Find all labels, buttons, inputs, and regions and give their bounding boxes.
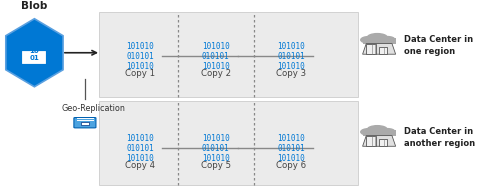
Text: 010101: 010101 bbox=[126, 52, 153, 61]
Text: 101010: 101010 bbox=[277, 62, 305, 71]
FancyBboxPatch shape bbox=[365, 136, 376, 146]
Circle shape bbox=[360, 129, 377, 135]
Text: 101010: 101010 bbox=[126, 42, 153, 51]
Text: 010101: 010101 bbox=[126, 144, 153, 153]
Polygon shape bbox=[362, 136, 395, 146]
Text: 101010: 101010 bbox=[201, 42, 229, 51]
FancyBboxPatch shape bbox=[378, 139, 387, 146]
Text: 101010: 101010 bbox=[201, 134, 229, 143]
Text: 101010: 101010 bbox=[277, 42, 305, 51]
FancyBboxPatch shape bbox=[362, 38, 395, 43]
Text: 010101: 010101 bbox=[201, 144, 229, 153]
Text: Blob: Blob bbox=[21, 1, 47, 11]
Text: 101010: 101010 bbox=[126, 62, 153, 71]
Text: 010101: 010101 bbox=[277, 144, 305, 153]
Text: 101010: 101010 bbox=[277, 154, 305, 163]
Text: 010101: 010101 bbox=[277, 52, 305, 61]
FancyBboxPatch shape bbox=[21, 51, 45, 63]
Circle shape bbox=[366, 34, 387, 42]
Text: 10: 10 bbox=[30, 48, 39, 54]
FancyBboxPatch shape bbox=[362, 130, 395, 136]
Text: 010101: 010101 bbox=[201, 52, 229, 61]
Circle shape bbox=[379, 36, 394, 43]
Polygon shape bbox=[362, 43, 395, 54]
Text: Geo-Replication: Geo-Replication bbox=[62, 104, 125, 113]
Text: Copy 1: Copy 1 bbox=[125, 69, 155, 78]
Text: 01: 01 bbox=[30, 55, 39, 61]
Circle shape bbox=[379, 129, 394, 135]
Text: 101010: 101010 bbox=[126, 154, 153, 163]
Text: Copy 3: Copy 3 bbox=[276, 69, 306, 78]
Text: Copy 5: Copy 5 bbox=[200, 161, 230, 170]
FancyBboxPatch shape bbox=[74, 118, 96, 128]
Text: Data Center in
one region: Data Center in one region bbox=[403, 35, 472, 56]
Text: 101010: 101010 bbox=[201, 62, 229, 71]
FancyBboxPatch shape bbox=[81, 122, 89, 125]
FancyBboxPatch shape bbox=[378, 47, 387, 54]
FancyBboxPatch shape bbox=[365, 43, 376, 54]
Text: Copy 6: Copy 6 bbox=[276, 161, 306, 170]
Text: 101010: 101010 bbox=[201, 154, 229, 163]
Circle shape bbox=[360, 36, 377, 43]
Polygon shape bbox=[6, 19, 63, 87]
Text: Copy 2: Copy 2 bbox=[200, 69, 230, 78]
Text: Data Center in
another region: Data Center in another region bbox=[403, 127, 474, 148]
Text: 101010: 101010 bbox=[277, 134, 305, 143]
FancyBboxPatch shape bbox=[98, 12, 357, 97]
Text: 101010: 101010 bbox=[126, 134, 153, 143]
FancyBboxPatch shape bbox=[98, 101, 357, 185]
Circle shape bbox=[366, 126, 387, 134]
Text: Copy 4: Copy 4 bbox=[125, 161, 155, 170]
